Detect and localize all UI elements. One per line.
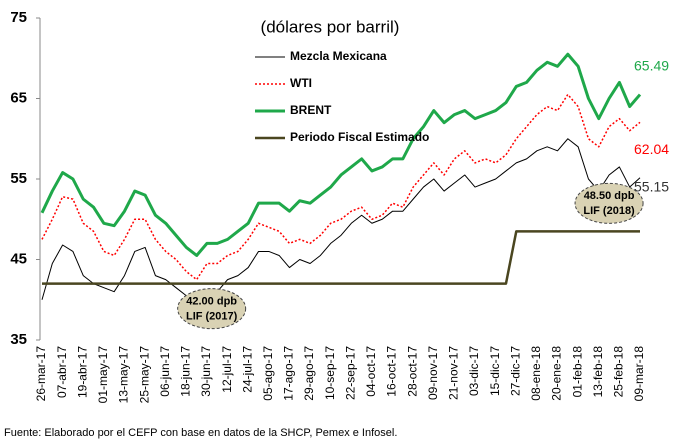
legend-label: WTI bbox=[290, 76, 312, 90]
x-tick-label: 08-ene-18 bbox=[529, 346, 543, 401]
callout bbox=[177, 288, 247, 330]
y-tick-label: 55 bbox=[10, 170, 27, 187]
x-tick-label: 28-oct-17 bbox=[405, 346, 419, 397]
x-tick-label: 25-may-17 bbox=[137, 346, 151, 404]
x-tick-label: 10-sep-17 bbox=[323, 346, 337, 400]
end-label: 55.15 bbox=[634, 178, 669, 194]
x-tick-label: 26-mar-17 bbox=[34, 346, 48, 402]
x-tick-label: 09-nov-17 bbox=[426, 346, 440, 400]
x-tick-label: 27-dic-17 bbox=[508, 346, 522, 396]
y-tick-label: 45 bbox=[10, 250, 27, 267]
end-label: 65.49 bbox=[634, 57, 669, 73]
x-tick-label: 17-ago-17 bbox=[282, 346, 296, 401]
legend-label: BRENT bbox=[290, 103, 332, 117]
x-tick-label: 16-oct-17 bbox=[385, 346, 399, 397]
y-tick-label: 35 bbox=[10, 331, 27, 348]
x-tick-label: 01-may-17 bbox=[96, 346, 110, 404]
x-tick-label: 30-jun-17 bbox=[199, 346, 213, 397]
x-tick-label: 21-nov-17 bbox=[447, 346, 461, 400]
x-tick-label: 19-abr-17 bbox=[75, 346, 89, 398]
x-tick-label: 20-ene-18 bbox=[550, 346, 564, 401]
x-tick-label: 03-dic-17 bbox=[467, 346, 481, 396]
x-tick-label: 01-feb-18 bbox=[570, 346, 584, 398]
series-line bbox=[41, 93, 641, 281]
x-tick-label: 13-feb-18 bbox=[591, 346, 605, 398]
x-tick-label: 25-feb-18 bbox=[612, 346, 626, 398]
y-tick-label: 65 bbox=[10, 89, 27, 106]
x-tick-label: 18-jun-17 bbox=[179, 346, 193, 397]
series-line bbox=[40, 52, 642, 257]
x-tick-label: 13-may-17 bbox=[117, 346, 131, 404]
callout bbox=[574, 182, 644, 224]
callout-text: 48.50 dpb bbox=[584, 190, 635, 202]
x-tick-label: 24-jul-17 bbox=[240, 346, 254, 393]
x-tick-label: 07-abr-17 bbox=[55, 346, 69, 398]
x-tick-label: 06-jun-17 bbox=[158, 346, 172, 397]
callout-text: LIF (2018) bbox=[583, 205, 635, 217]
x-tick-label: 09-mar-18 bbox=[632, 346, 646, 402]
end-label: 62.04 bbox=[634, 141, 669, 157]
series-line bbox=[42, 230, 640, 285]
x-tick-label: 12-jul-17 bbox=[220, 346, 234, 393]
source: Fuente: Elaborado por el CEFP con base e… bbox=[4, 427, 397, 439]
y-tick-label: 75 bbox=[10, 9, 27, 26]
callout-text: 42.00 dpb bbox=[186, 296, 237, 308]
callout-text: LIF (2017) bbox=[186, 311, 238, 323]
x-tick-label: 05-ago-17 bbox=[261, 346, 275, 401]
legend-label: Mezcla Mexicana bbox=[290, 49, 387, 63]
series-line bbox=[41, 138, 641, 305]
x-tick-label: 04-oct-17 bbox=[364, 346, 378, 397]
x-tick-label: 22-sep-17 bbox=[343, 346, 357, 400]
subtitle: (dólares por barril) bbox=[261, 17, 400, 36]
legend-label: Periodo Fiscal Estimado bbox=[290, 130, 429, 144]
x-tick-label: 29-ago-17 bbox=[302, 346, 316, 401]
x-tick-label: 15-dic-17 bbox=[488, 346, 502, 396]
